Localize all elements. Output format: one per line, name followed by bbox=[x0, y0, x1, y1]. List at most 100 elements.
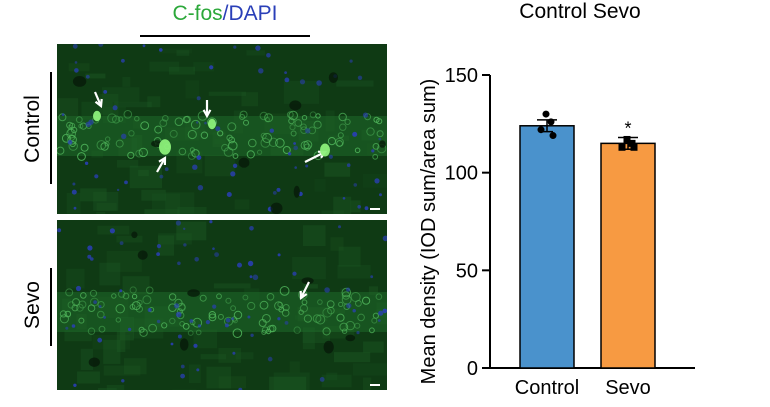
dapi-nucleus bbox=[175, 311, 182, 318]
neuron-cell bbox=[59, 314, 69, 324]
neuron-cell bbox=[208, 311, 217, 319]
dapi-nucleus bbox=[85, 121, 91, 128]
data-point bbox=[628, 139, 636, 147]
neuron-cell bbox=[376, 118, 383, 125]
neuron-cell bbox=[135, 149, 143, 158]
tissue-texture bbox=[123, 358, 147, 375]
neuron-cell bbox=[309, 111, 317, 119]
neuron-cell bbox=[115, 139, 124, 148]
dapi-nucleus bbox=[346, 163, 351, 167]
dapi-nucleus bbox=[231, 317, 235, 321]
neuron-cell bbox=[259, 300, 269, 310]
dapi-nucleus bbox=[284, 321, 289, 325]
neuron-cell bbox=[162, 115, 169, 122]
dapi-nucleus bbox=[74, 68, 79, 73]
tissue-texture bbox=[117, 160, 139, 168]
tissue-texture bbox=[149, 61, 180, 72]
tissue-texture bbox=[193, 62, 215, 72]
neuron-cell bbox=[78, 300, 87, 309]
dapi-nucleus bbox=[266, 53, 271, 58]
neuron-cell bbox=[100, 142, 109, 151]
y-tick-label: 100 bbox=[445, 163, 478, 185]
data-point bbox=[549, 132, 557, 140]
tissue-texture bbox=[147, 96, 161, 108]
neuron-cell bbox=[289, 124, 296, 131]
neuron-cell bbox=[260, 138, 271, 148]
dapi-nucleus bbox=[224, 323, 229, 328]
arrow-icon bbox=[299, 281, 310, 301]
dapi-label: DAPI bbox=[228, 2, 278, 25]
tissue-texture bbox=[337, 264, 371, 279]
neuron-cell bbox=[372, 153, 379, 160]
dapi-nucleus bbox=[362, 112, 369, 118]
tissue-texture bbox=[204, 155, 235, 177]
neuron-cell bbox=[317, 299, 323, 305]
dark-vessel bbox=[179, 338, 189, 351]
dapi-nucleus bbox=[357, 75, 363, 80]
cfos-positive-cell bbox=[159, 139, 171, 155]
neuron-cell bbox=[259, 111, 269, 121]
dapi-nucleus bbox=[247, 260, 254, 267]
neuron-cell bbox=[336, 140, 344, 147]
neuron-cell bbox=[232, 153, 239, 159]
dapi-nucleus bbox=[232, 163, 238, 168]
neuron-cell bbox=[159, 119, 168, 127]
dark-vessel bbox=[238, 157, 250, 168]
dapi-nucleus bbox=[183, 243, 187, 247]
neuron-cell bbox=[217, 313, 224, 320]
neuron-cell bbox=[107, 113, 117, 123]
neuron-cell bbox=[169, 129, 178, 138]
tissue-texture bbox=[326, 372, 338, 381]
neuron-cell bbox=[87, 327, 96, 335]
dapi-nucleus bbox=[98, 305, 102, 308]
row-bracket-sevo bbox=[50, 268, 52, 346]
y-tick-label: 50 bbox=[456, 260, 478, 282]
neuron-cell bbox=[111, 293, 117, 299]
neuron-cell bbox=[178, 147, 187, 156]
dapi-nucleus bbox=[356, 331, 360, 335]
tissue-texture bbox=[176, 221, 207, 241]
dapi-nucleus bbox=[156, 319, 161, 324]
data-point bbox=[623, 135, 631, 143]
dapi-nucleus bbox=[73, 206, 77, 210]
neuron-cell bbox=[246, 150, 255, 159]
dapi-nucleus bbox=[232, 351, 236, 355]
neuron-cell bbox=[134, 116, 140, 122]
neuron-cell bbox=[338, 301, 344, 308]
dapi-nucleus bbox=[276, 187, 281, 192]
dark-vessel bbox=[345, 334, 356, 342]
neuron-cell bbox=[247, 301, 256, 311]
dapi-nucleus bbox=[225, 318, 231, 323]
dapi-nucleus bbox=[121, 133, 127, 139]
dapi-nucleus bbox=[180, 364, 185, 369]
neuron-cell bbox=[243, 119, 249, 126]
dapi-nucleus bbox=[119, 289, 123, 293]
dapi-nucleus bbox=[305, 164, 309, 168]
header-slash: / bbox=[222, 2, 229, 25]
tissue-texture bbox=[122, 276, 150, 295]
dapi-nucleus bbox=[277, 317, 281, 321]
dapi-nucleus bbox=[156, 244, 162, 249]
dapi-nucleus bbox=[292, 271, 297, 276]
tissue-texture bbox=[185, 80, 200, 99]
dapi-nucleus bbox=[342, 197, 346, 200]
dapi-nucleus bbox=[189, 319, 194, 323]
neuron-cell bbox=[339, 123, 347, 131]
neuron-cell bbox=[281, 309, 290, 317]
x-tick-label: Sevo bbox=[605, 377, 651, 399]
neuron-cell bbox=[145, 286, 154, 295]
tissue-texture bbox=[159, 48, 192, 54]
neuron-cell bbox=[341, 328, 348, 334]
dapi-nucleus bbox=[352, 131, 358, 137]
tissue-texture bbox=[176, 50, 190, 56]
neuron-cell bbox=[322, 327, 331, 336]
neuron-cell bbox=[129, 286, 137, 294]
neuron-cell bbox=[303, 143, 311, 151]
dark-vessel bbox=[131, 231, 138, 239]
dapi-nucleus bbox=[230, 171, 236, 177]
neuron-cell bbox=[293, 326, 301, 334]
neuron-cell bbox=[300, 141, 310, 150]
tissue-texture bbox=[336, 80, 374, 87]
tissue-texture bbox=[338, 246, 361, 267]
dapi-nucleus bbox=[196, 368, 200, 372]
